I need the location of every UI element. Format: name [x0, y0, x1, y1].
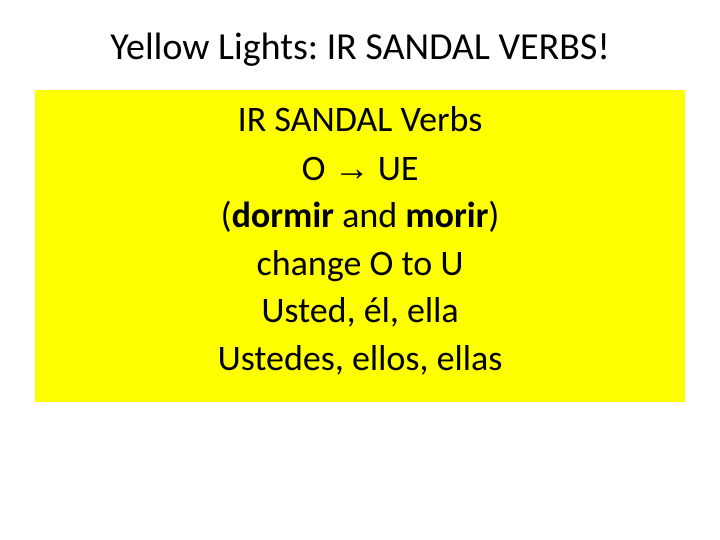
highlight-box: IR SANDAL Verbs O → UE (dormir and morir… [35, 90, 685, 402]
box-line-6: Ustedes, ellos, ellas [45, 335, 675, 383]
slide: Yellow Lights: IR SANDAL VERBS! IR SANDA… [0, 0, 720, 540]
verb-morir: morir [405, 193, 488, 237]
box-line-4: change O to U [45, 240, 675, 288]
line2-after: UE [370, 146, 419, 190]
box-line-2: O → UE [45, 144, 675, 193]
paren-close: ) [488, 193, 499, 237]
box-line-3: (dormir and morir) [45, 192, 675, 240]
slide-title: Yellow Lights: IR SANDAL VERBS! [0, 24, 720, 70]
box-line-1: IR SANDAL Verbs [45, 96, 675, 144]
arrow-icon: → [334, 147, 370, 188]
box-line-5: Usted, él, ella [45, 287, 675, 335]
line3-mid: and [334, 193, 405, 237]
verb-dormir: dormir [232, 193, 334, 237]
line2-before: O [302, 146, 334, 190]
paren-open: ( [221, 193, 232, 237]
